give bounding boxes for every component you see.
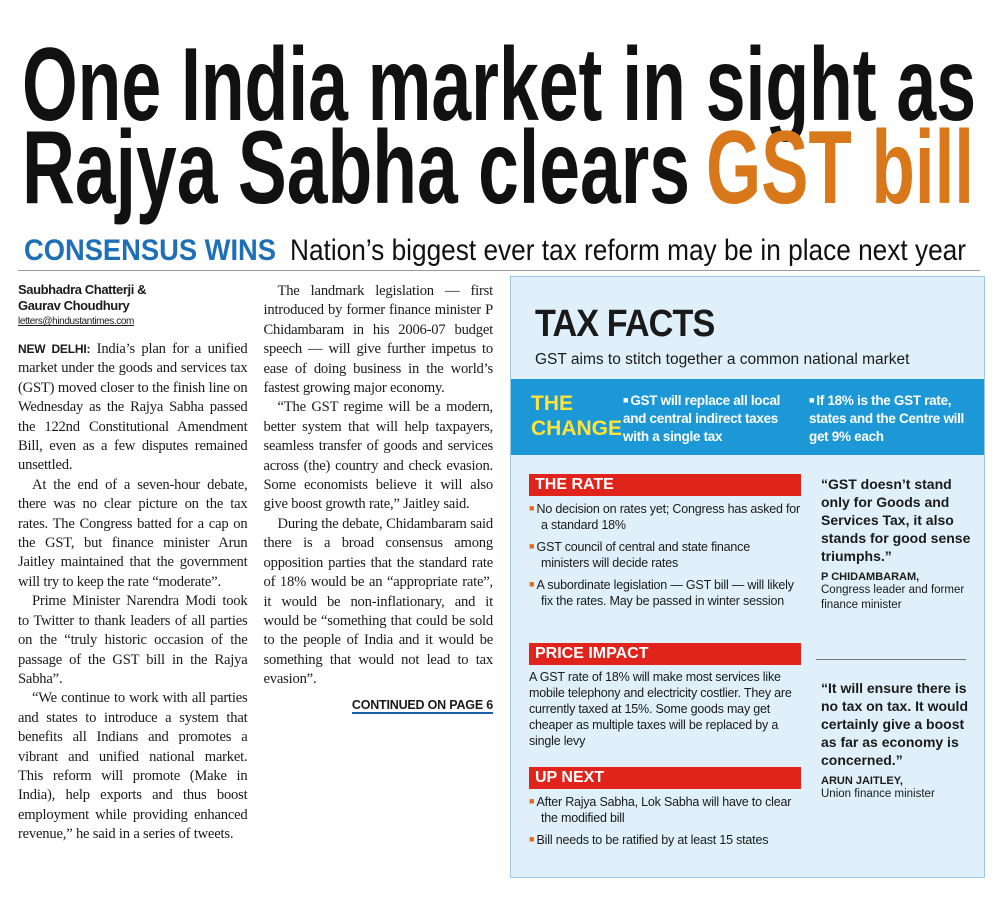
paragraph: Prime Minister Narendra Modi took to Twi…: [18, 593, 248, 687]
paragraph: “We continue to work with all parties an…: [18, 690, 248, 843]
byline: Saubhadra Chatterji & Gaurav Choudhury l…: [18, 282, 248, 330]
change-point: If 18% is the GST rate, states and the C…: [809, 391, 974, 446]
tax-facts-box: TAX FACTS GST aims to stitch together a …: [510, 276, 985, 878]
headline-line: Rajya Sabha clears: [22, 110, 690, 226]
bullet: No decision on rates yet; Congress has a…: [529, 500, 801, 533]
continued: CONTINUED ON PAGE 6: [264, 696, 493, 715]
bullet: After Rajya Sabha, Lok Sabha will have t…: [529, 793, 801, 826]
quote: “It will ensure there is no tax on tax. …: [821, 679, 971, 802]
change-label: THE CHANGE: [531, 392, 623, 440]
bullet-list: No decision on rates yet; Congress has a…: [529, 500, 801, 609]
quote-role: Union finance minister: [821, 788, 935, 800]
box-title: TAX FACTS: [535, 303, 715, 345]
impact-section: PRICE IMPACT A GST rate of 18% will make…: [529, 643, 801, 749]
continued-text: CONTINUED ON PAGE 6: [351, 697, 493, 714]
author: Saubhadra Chatterji &: [18, 282, 147, 297]
headline-area: One India market in sight as Rajya Sabha…: [22, 27, 976, 267]
quote-text: “It will ensure there is no tax on tax. …: [821, 680, 968, 768]
bullet: GST council of central and state finance…: [529, 538, 801, 571]
article: Saubhadra Chatterji & Gaurav Choudhury l…: [18, 282, 493, 882]
paragraph: The landmark legislation — first introdu…: [263, 283, 494, 397]
headline-highlight: GST bill: [706, 110, 974, 226]
bullet: Bill needs to be ratified by at least 15…: [529, 831, 801, 848]
subhead-label: CONSENSUS WINS: [24, 234, 276, 267]
quote-name: P CHIDAMBARAM,: [821, 571, 920, 583]
section-text: A GST rate of 18% will make most service…: [529, 670, 792, 748]
dateline: NEW DELHI:: [18, 342, 91, 356]
headline-line: One India market in sight as: [22, 27, 976, 143]
quote-name: ARUN JAITLEY,: [821, 775, 903, 787]
bullet: A subordinate legislation — GST bill — w…: [529, 576, 801, 609]
paragraph-text: India’s plan for a unified market under …: [18, 341, 248, 474]
subhead-text: Nation’s biggest ever tax reform may be …: [290, 234, 966, 267]
section-heading: THE RATE: [529, 474, 801, 496]
divider: [816, 659, 966, 660]
author: Gaurav Choudhury: [18, 298, 130, 313]
quote-role: Congress leader and former finance minis…: [821, 584, 965, 611]
section-heading: UP NEXT: [529, 767, 801, 789]
bullet-list: After Rajya Sabha, Lok Sabha will have t…: [529, 793, 801, 848]
paragraph: “The GST regime will be a modern, better…: [263, 399, 494, 513]
change-band: THE CHANGE GST will replace all local an…: [511, 379, 984, 455]
section-heading: PRICE IMPACT: [529, 643, 801, 665]
rate-section: THE RATE No decision on rates yet; Congr…: [529, 474, 801, 614]
change-point: GST will replace all local and central i…: [623, 391, 798, 446]
email: letters@hindustantimes.com: [18, 316, 134, 327]
paragraph: NEW DELHI: India’s plan for a unified ma…: [18, 340, 248, 476]
paragraph: At the end of a seven-hour debate, there…: [18, 476, 248, 590]
quote: “GST doesn’t stand only for Goods and Se…: [821, 475, 971, 613]
rule: [18, 270, 980, 271]
paragraph: During the debate, Chidambaram said ther…: [263, 515, 494, 688]
box-subtitle: GST aims to stitch together a common nat…: [535, 351, 910, 368]
quote-text: “GST doesn’t stand only for Goods and Se…: [821, 476, 971, 564]
next-section: UP NEXT After Rajya Sabha, Lok Sabha wil…: [529, 767, 801, 853]
